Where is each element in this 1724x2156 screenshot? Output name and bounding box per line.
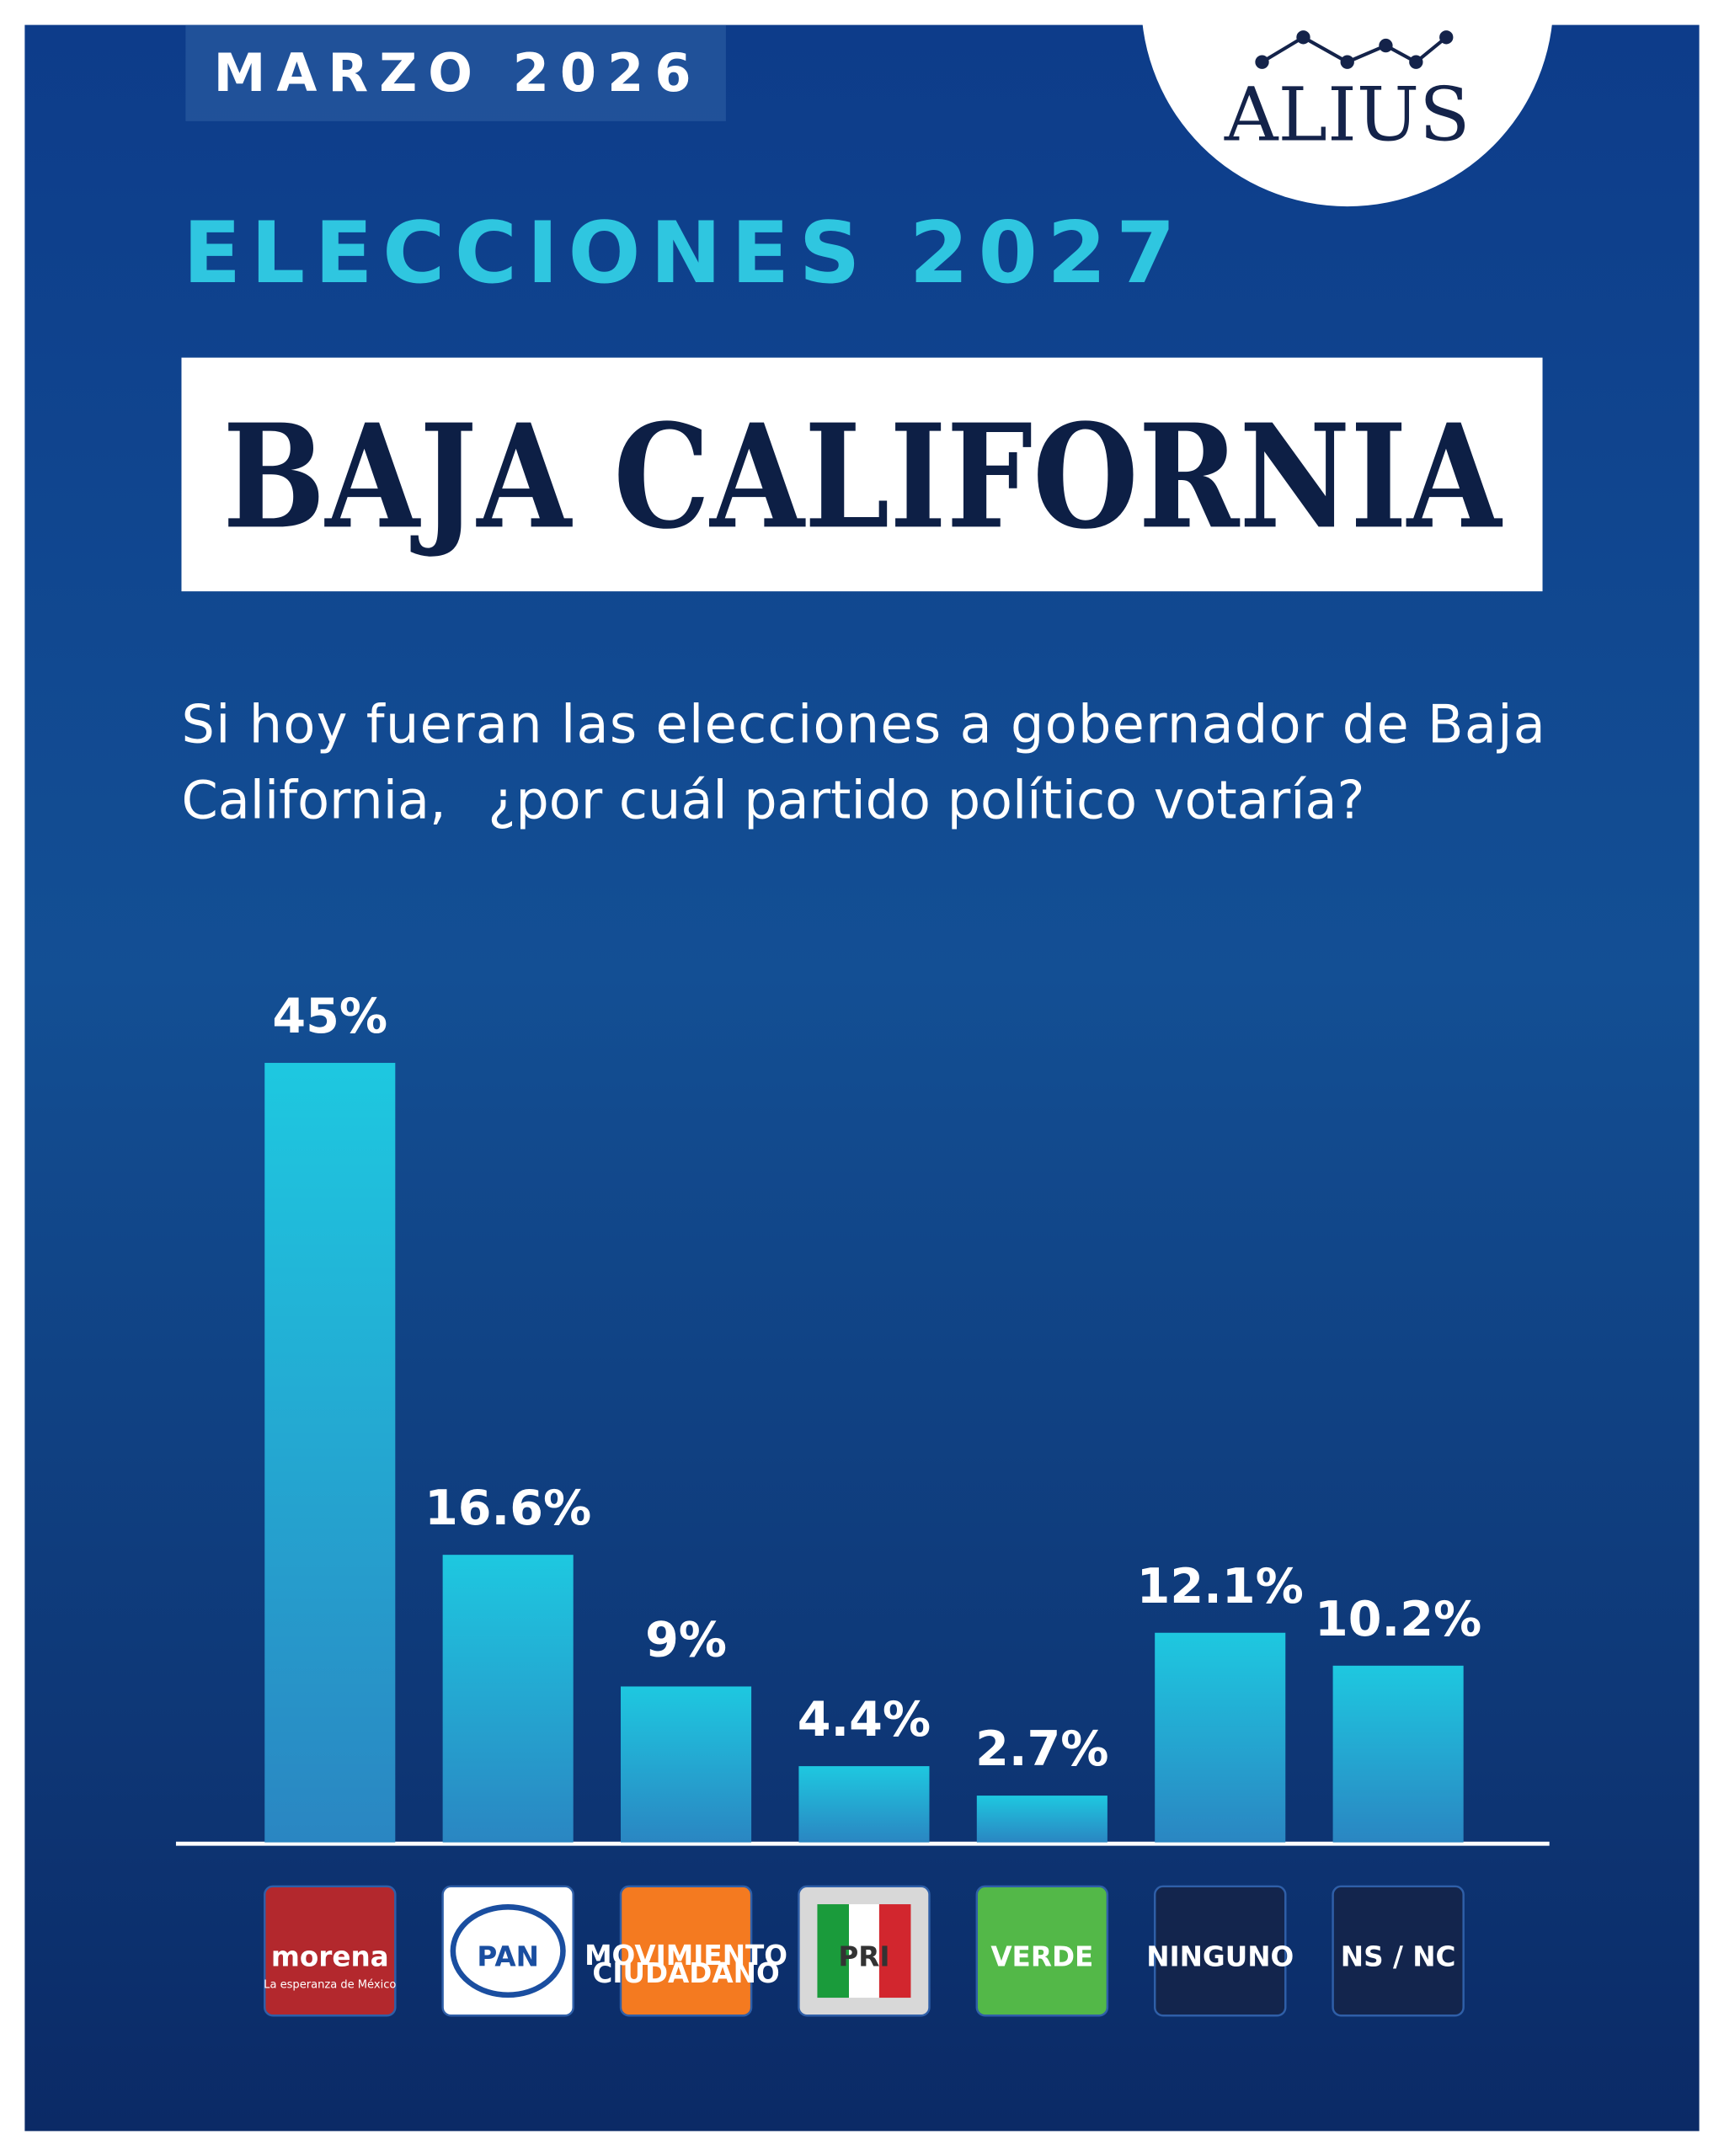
brand-dots [1255,30,1454,69]
value-label: 10.2% [1315,1592,1481,1647]
category-label: PAN [477,1941,538,1973]
category-logo [619,1885,753,2017]
value-label: 4.4% [798,1692,931,1748]
date: MARZO 2026 [214,42,702,104]
value-label: 16.6% [424,1481,591,1536]
category-label: PRI [838,1941,889,1973]
bar [442,1555,574,1843]
logo-green [817,1904,849,1999]
category-label: morena [271,1941,389,1973]
category-logo [975,1885,1109,2017]
value-label: 45% [272,989,387,1044]
bar [798,1766,930,1843]
bar [1332,1665,1464,1843]
date-box [185,24,726,121]
logo-white [848,1904,879,1999]
category-label-part: MOVIMIENTO [584,1940,787,1972]
bar [976,1796,1108,1843]
category-logo [264,1885,397,2017]
brand: ALIUS [1224,72,1470,158]
supertitle: ELECCIONES 2027 [183,203,1185,302]
logo-red [878,1904,911,1999]
category-label-part: CIUDADANO [592,1957,779,1989]
category-logo [1332,1885,1465,2017]
bar [1155,1632,1286,1843]
subtitle: California, [181,769,446,830]
bar [621,1686,752,1843]
subtitle: Si hoy fueran las elecciones a gobernado… [181,694,1545,755]
title-box [181,357,1543,592]
category-label: NS / NC [1341,1941,1456,1973]
category-label: NINGUNO [1146,1941,1294,1973]
value-label: 12.1% [1137,1559,1304,1614]
value-label: 9% [645,1613,727,1668]
category-logo [1153,1885,1287,2017]
bar [264,1063,396,1843]
category-label: VERDE [990,1941,1093,1973]
category-tagline: La esperanza de México [264,1979,396,1992]
brand-circle [1140,0,1554,206]
chart-title: BAJA CALIFORNIA [222,393,1502,561]
subtitle-highlight: ¿por cuál partido político votaría? [488,769,1364,830]
value-label: 2.7% [975,1721,1108,1777]
logo-ring [450,1904,566,1999]
